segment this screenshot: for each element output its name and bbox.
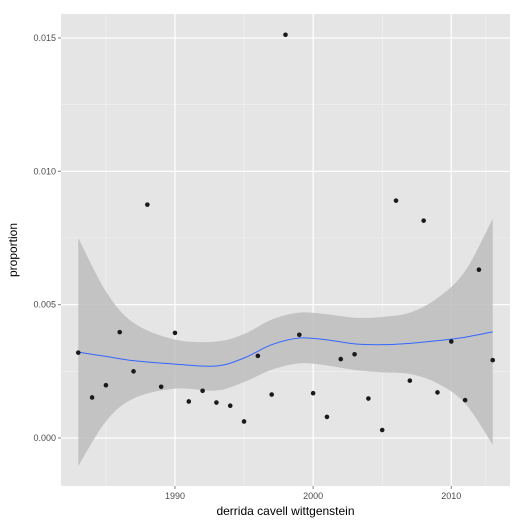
data-point — [89, 395, 95, 400]
data-point — [158, 384, 164, 390]
data-point — [352, 351, 357, 357]
y-tick-label: 0.000 — [33, 433, 56, 443]
data-point — [435, 390, 440, 395]
data-point — [462, 397, 468, 403]
data-point — [421, 218, 426, 223]
data-point — [172, 330, 178, 336]
x-tick-label: 1990 — [165, 491, 185, 501]
y-axis-ticks: 0.000 0.005 0.010 0.015 — [33, 33, 61, 443]
data-point — [103, 382, 109, 388]
data-point — [407, 378, 413, 383]
data-point — [200, 388, 205, 394]
y-tick-label: 0.015 — [33, 33, 56, 43]
data-point — [131, 369, 136, 374]
smooth-line-layer — [78, 331, 493, 367]
data-point — [214, 400, 219, 405]
data-point — [379, 427, 385, 433]
data-point — [366, 396, 371, 401]
smooth-line — [78, 331, 493, 367]
data-point — [145, 202, 150, 207]
y-axis-title: proportion — [6, 223, 20, 277]
data-point — [310, 390, 316, 396]
x-axis-ticks: 1990 2000 2010 — [165, 486, 461, 501]
grid-major-lines — [61, 14, 510, 486]
data-point — [283, 32, 288, 38]
data-point — [75, 350, 81, 355]
data-point — [269, 392, 274, 397]
points-layer — [75, 32, 496, 433]
data-point — [297, 332, 302, 338]
x-axis-title: derrida cavell wittgenstein — [216, 504, 354, 518]
data-point — [186, 399, 192, 404]
x-tick-label: 2000 — [303, 491, 323, 501]
data-point — [117, 329, 123, 335]
data-point — [448, 339, 454, 344]
data-point — [490, 357, 496, 363]
y-tick-label: 0.005 — [33, 300, 56, 310]
data-point — [227, 403, 233, 409]
data-point — [393, 198, 399, 203]
data-point — [338, 356, 344, 362]
plot-panel — [61, 14, 510, 486]
confidence-band — [78, 218, 493, 466]
confidence-band-layer — [78, 218, 493, 466]
y-tick-label: 0.010 — [33, 166, 56, 176]
data-point — [476, 267, 482, 273]
data-point — [241, 419, 247, 424]
x-tick-label: 2010 — [441, 491, 461, 501]
data-point — [255, 353, 261, 359]
data-point — [324, 414, 330, 420]
